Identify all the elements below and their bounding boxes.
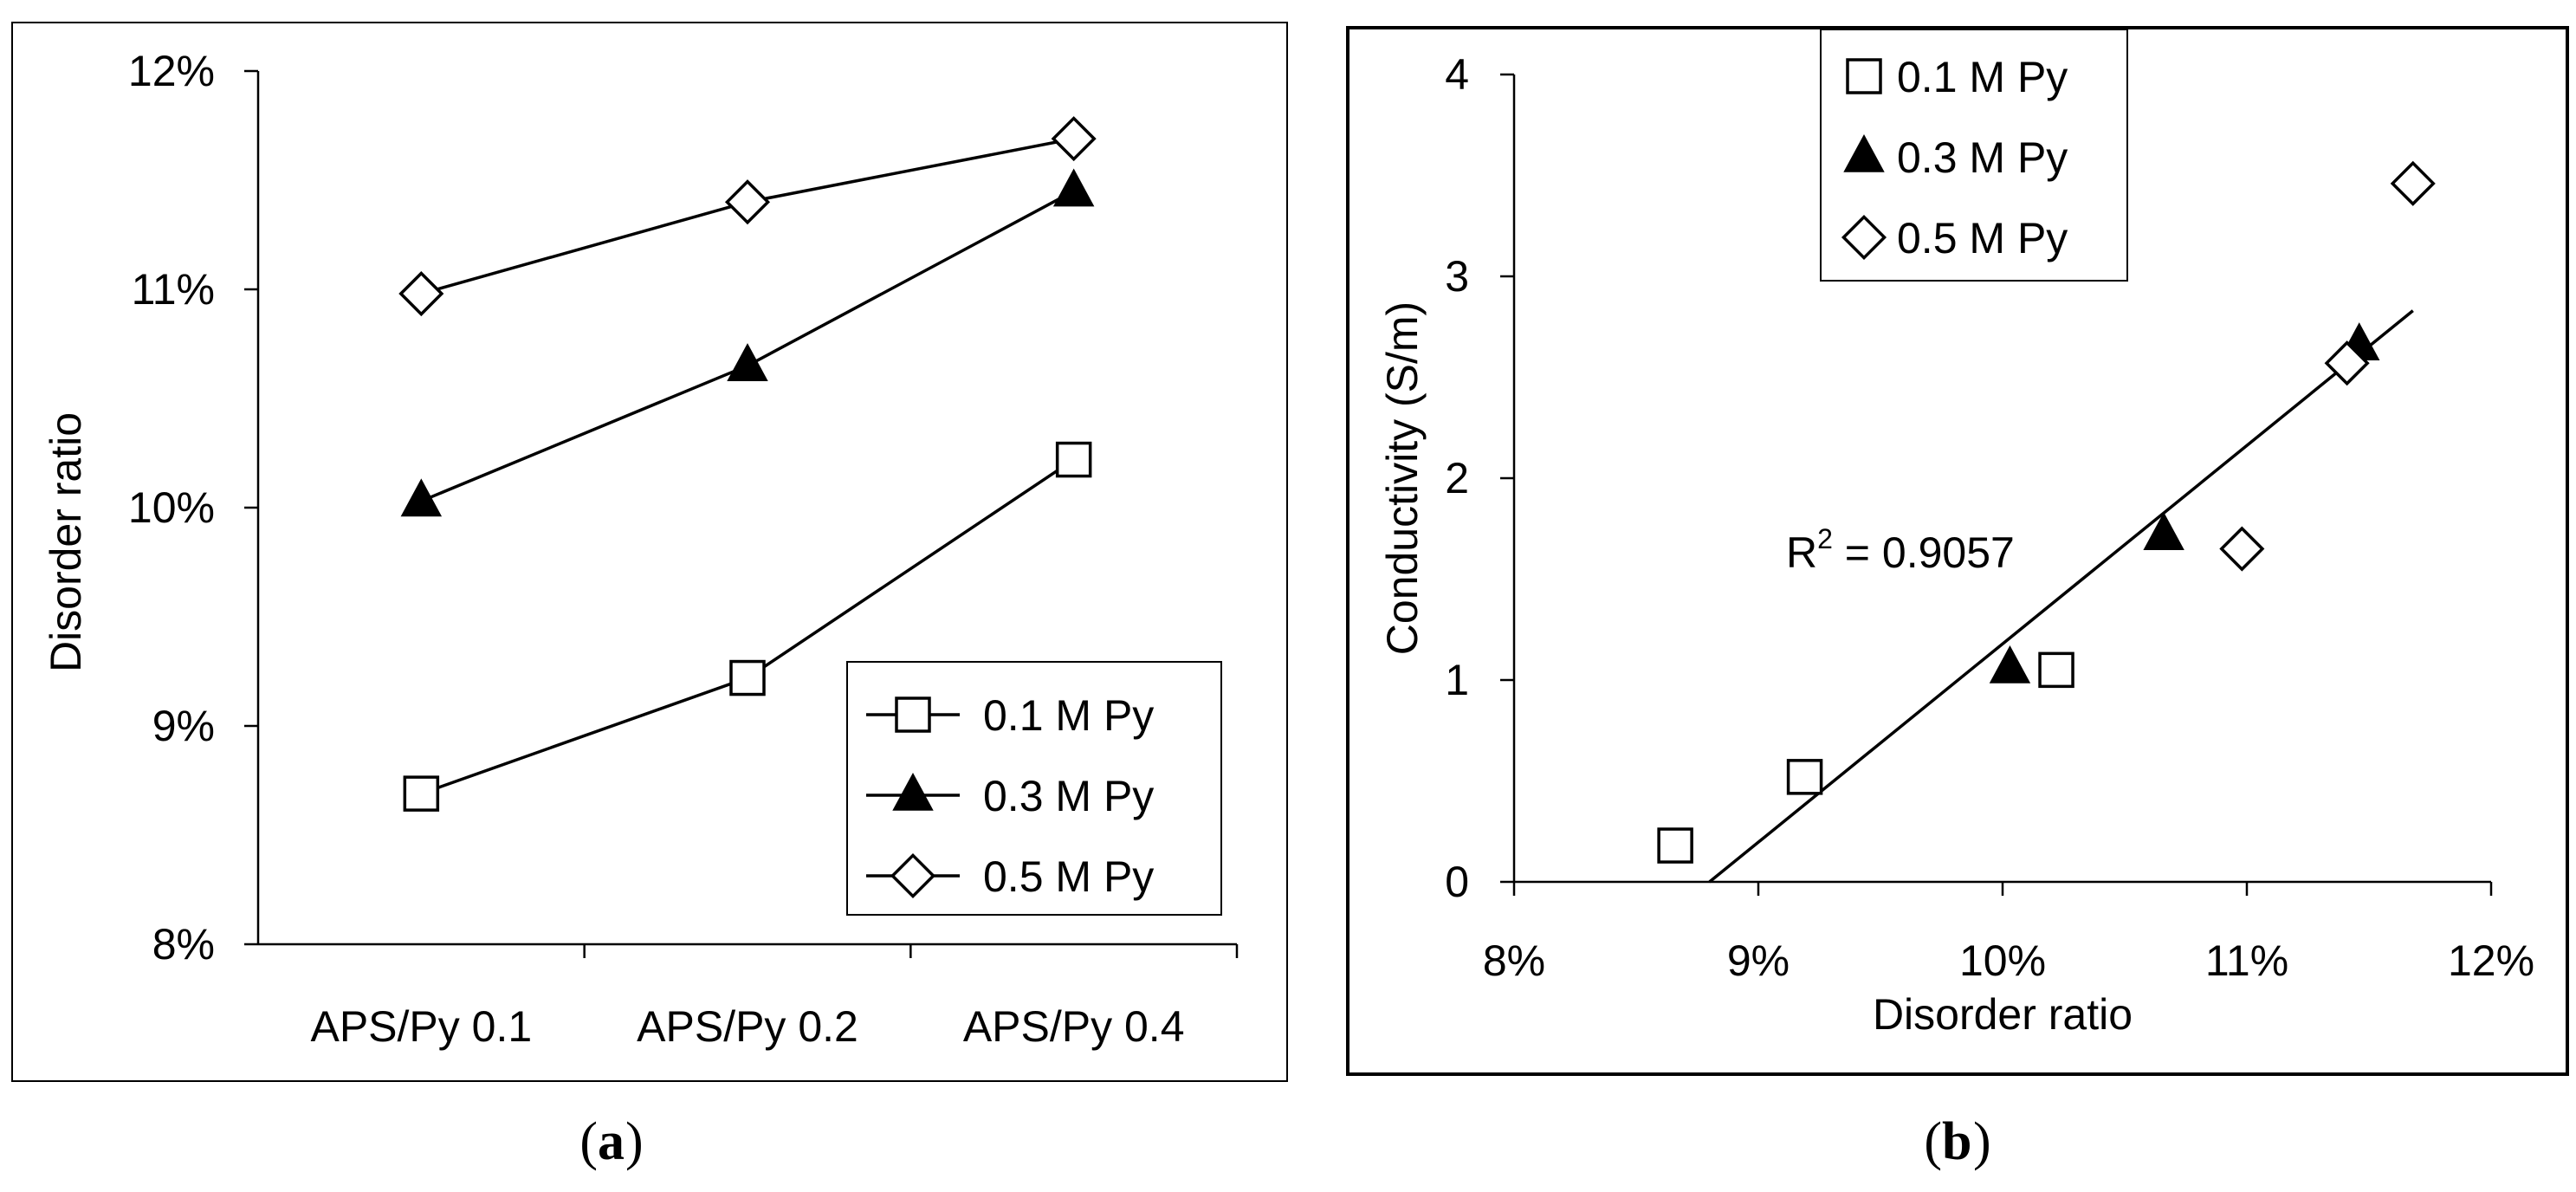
data-point xyxy=(729,659,766,696)
data-point xyxy=(1786,759,1823,795)
legend-label: 0.1 M Py xyxy=(1897,53,2068,101)
x-tick-label: 8% xyxy=(1483,936,1545,985)
panel-b-frame xyxy=(1346,26,2569,1076)
panel-b-chart: 0 1 2 3 4 8% 9% 10% 11% 12% Disorder ratio Conducti… xyxy=(1346,26,2569,1076)
x-tick-label: APS/Py 0.2 xyxy=(637,1002,858,1051)
y-axis-label: Conductivity (S/m) xyxy=(1378,301,1427,655)
y-tick-label: 0 xyxy=(1445,858,1469,906)
y-tick-label: 3 xyxy=(1445,252,1469,301)
caption-b: ( b ) xyxy=(1924,1112,1990,1171)
data-point xyxy=(1051,116,1097,162)
legend-marker xyxy=(1846,58,1882,94)
data-point xyxy=(724,179,771,225)
data-point xyxy=(403,775,440,812)
y-tick-label: 1 xyxy=(1445,656,1469,704)
x-tick-label: 12% xyxy=(2448,936,2534,985)
legend: 0.1 M Py 0.3 M Py 0.5 M Py xyxy=(1820,29,2128,282)
x-tick-label: 11% xyxy=(2205,936,2288,985)
y-axis-label: Disorder ratio xyxy=(42,412,90,672)
data-point xyxy=(1657,827,1693,864)
data-point xyxy=(1989,645,2031,683)
data-point xyxy=(1055,441,1092,478)
legend-marker xyxy=(1841,214,1887,261)
caption-b-label: b xyxy=(1942,1112,1971,1171)
trendline xyxy=(1708,309,2414,884)
svg-text:(: ( xyxy=(1924,1112,1942,1171)
caption-a: ( a ) xyxy=(579,1112,643,1171)
legend-label: 0.1 M Py xyxy=(983,691,1154,740)
x-tick-label: 10% xyxy=(1959,936,2046,985)
x-tick-label: APS/Py 0.4 xyxy=(963,1002,1185,1051)
data-point xyxy=(2219,526,2265,572)
svg-text:): ) xyxy=(625,1112,644,1171)
data-point xyxy=(2038,651,2074,689)
data-point xyxy=(2390,160,2436,206)
y-tick-label: 4 xyxy=(1445,50,1469,99)
x-axis-label: Disorder ratio xyxy=(1873,990,2133,1039)
data-point xyxy=(398,271,444,317)
legend-label: 0.3 M Py xyxy=(1897,133,2068,182)
y-tick-label: 10% xyxy=(128,483,215,532)
legend-label: 0.5 M Py xyxy=(1897,214,2068,262)
svg-text:(: ( xyxy=(579,1112,598,1171)
r-squared-annotation: R2 = 0.9057 xyxy=(1786,523,2015,577)
x-tick-label: 9% xyxy=(1727,936,1790,985)
legend: 0.1 M Py 0.3 M Py 0.5 M Py xyxy=(846,661,1222,916)
svg-text:): ) xyxy=(1973,1112,1991,1171)
legend-label: 0.3 M Py xyxy=(983,772,1154,820)
legend-marker xyxy=(890,852,936,899)
data-point xyxy=(2143,512,2184,550)
y-tick-label: 11% xyxy=(132,265,215,314)
legend-label: 0.5 M Py xyxy=(983,852,1154,901)
panel-a-frame xyxy=(11,22,1288,1082)
data-point xyxy=(2324,340,2370,386)
y-tick-label: 9% xyxy=(152,702,215,750)
legend-marker xyxy=(1843,133,1885,172)
data-point xyxy=(727,343,768,381)
y-tick-label: 8% xyxy=(152,920,215,968)
x-tick-label: APS/Py 0.1 xyxy=(310,1002,532,1051)
data-point xyxy=(1052,168,1095,207)
y-tick-label: 2 xyxy=(1445,454,1469,502)
panel-a-chart: 8% 9% 10% 11% 12% APS/Py 0.1 APS/Py 0.2 APS/Py … xyxy=(11,22,1288,1082)
data-point xyxy=(400,478,443,517)
legend-marker xyxy=(895,696,931,733)
caption-a-label: a xyxy=(598,1112,625,1171)
legend-marker xyxy=(892,772,934,811)
y-tick-label: 12% xyxy=(128,47,215,95)
